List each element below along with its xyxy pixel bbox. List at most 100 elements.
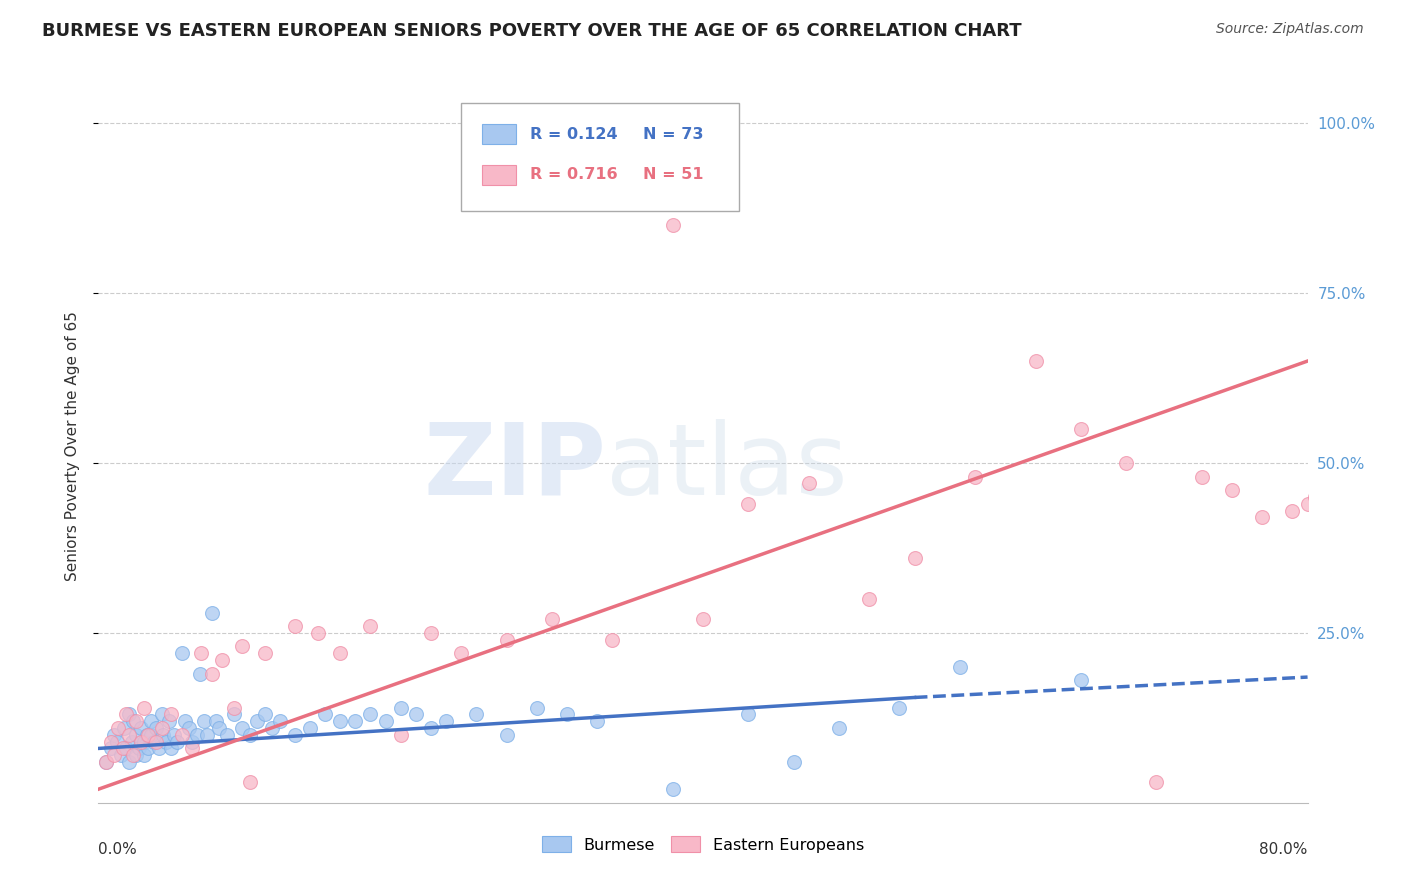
Point (602, 632, 624, 647)
Y-axis label: Seniors Poverty Over the Age of 65: Seniors Poverty Over the Age of 65 (65, 311, 80, 581)
Point (132, 748, 155, 763)
Text: N = 51: N = 51 (643, 168, 703, 182)
Point (555, 707, 578, 722)
Point (269, 714, 291, 729)
Text: R = 0.124: R = 0.124 (530, 127, 617, 142)
Point (94, 755, 117, 769)
Point (160, 707, 183, 722)
Text: ZIP: ZIP (423, 419, 606, 516)
Point (360, 707, 382, 722)
Point (434, 714, 457, 729)
Point (107, 721, 129, 735)
Point (179, 721, 201, 735)
Point (112, 721, 135, 735)
Point (586, 714, 609, 729)
Point (145, 734, 167, 748)
Point (111, 741, 134, 756)
Point (195, 728, 218, 742)
Point (253, 646, 276, 660)
Point (284, 728, 307, 742)
Point (208, 721, 231, 735)
Point (405, 707, 427, 722)
Text: 0.0%: 0.0% (98, 842, 138, 857)
Point (307, 626, 329, 640)
Point (145, 721, 167, 735)
Point (186, 728, 208, 742)
Point (389, 728, 412, 742)
Point (128, 741, 150, 756)
Point (737, 707, 759, 722)
Point (110, 748, 132, 763)
Point (661, 782, 683, 797)
Point (136, 741, 159, 756)
Point (143, 734, 166, 748)
Point (495, 728, 517, 742)
Text: Source: ZipAtlas.com: Source: ZipAtlas.com (1216, 22, 1364, 37)
Point (889, 700, 911, 714)
Point (262, 721, 284, 735)
Point (129, 734, 152, 748)
Point (170, 646, 193, 660)
Point (1251, 510, 1274, 524)
Point (122, 748, 145, 763)
Point (163, 728, 186, 742)
Point (118, 755, 141, 769)
Point (211, 653, 233, 667)
FancyBboxPatch shape (482, 124, 516, 145)
Point (201, 666, 224, 681)
Point (118, 707, 141, 722)
Point (344, 714, 367, 729)
Point (94, 755, 117, 769)
Point (904, 551, 927, 566)
Point (1115, 456, 1137, 470)
Point (121, 734, 143, 748)
Point (170, 728, 193, 742)
Point (314, 707, 336, 722)
Text: atlas: atlas (606, 419, 848, 516)
Legend: Burmese, Eastern Europeans: Burmese, Eastern Europeans (536, 830, 870, 859)
Point (329, 646, 352, 660)
Text: 80.0%: 80.0% (1260, 842, 1308, 857)
Text: N = 73: N = 73 (643, 127, 703, 142)
Point (125, 748, 148, 763)
Point (193, 714, 215, 729)
Point (173, 714, 195, 729)
Point (155, 734, 177, 748)
Point (231, 640, 253, 654)
Point (420, 626, 443, 640)
Point (1024, 354, 1046, 368)
Point (150, 721, 173, 735)
Point (215, 728, 238, 742)
Point (797, 476, 820, 491)
Point (166, 734, 188, 748)
Point (858, 591, 880, 606)
Point (692, 612, 714, 626)
FancyBboxPatch shape (461, 103, 740, 211)
Point (828, 721, 851, 735)
Point (152, 728, 174, 742)
Point (231, 721, 253, 735)
Point (284, 619, 307, 633)
Point (160, 741, 183, 756)
Point (150, 707, 173, 722)
Point (129, 721, 152, 735)
Point (420, 721, 443, 735)
Point (114, 707, 136, 722)
Point (783, 755, 806, 769)
Point (103, 748, 125, 763)
Point (1144, 775, 1167, 789)
Point (132, 700, 155, 714)
Point (141, 714, 163, 729)
Point (181, 734, 204, 748)
Point (1070, 422, 1092, 436)
Point (949, 660, 972, 674)
Point (1070, 673, 1092, 688)
Point (136, 728, 159, 742)
Point (253, 707, 276, 722)
Point (224, 700, 246, 714)
Point (239, 775, 262, 789)
Point (1281, 503, 1303, 517)
Point (1191, 469, 1213, 483)
Point (181, 741, 204, 756)
Point (526, 700, 548, 714)
